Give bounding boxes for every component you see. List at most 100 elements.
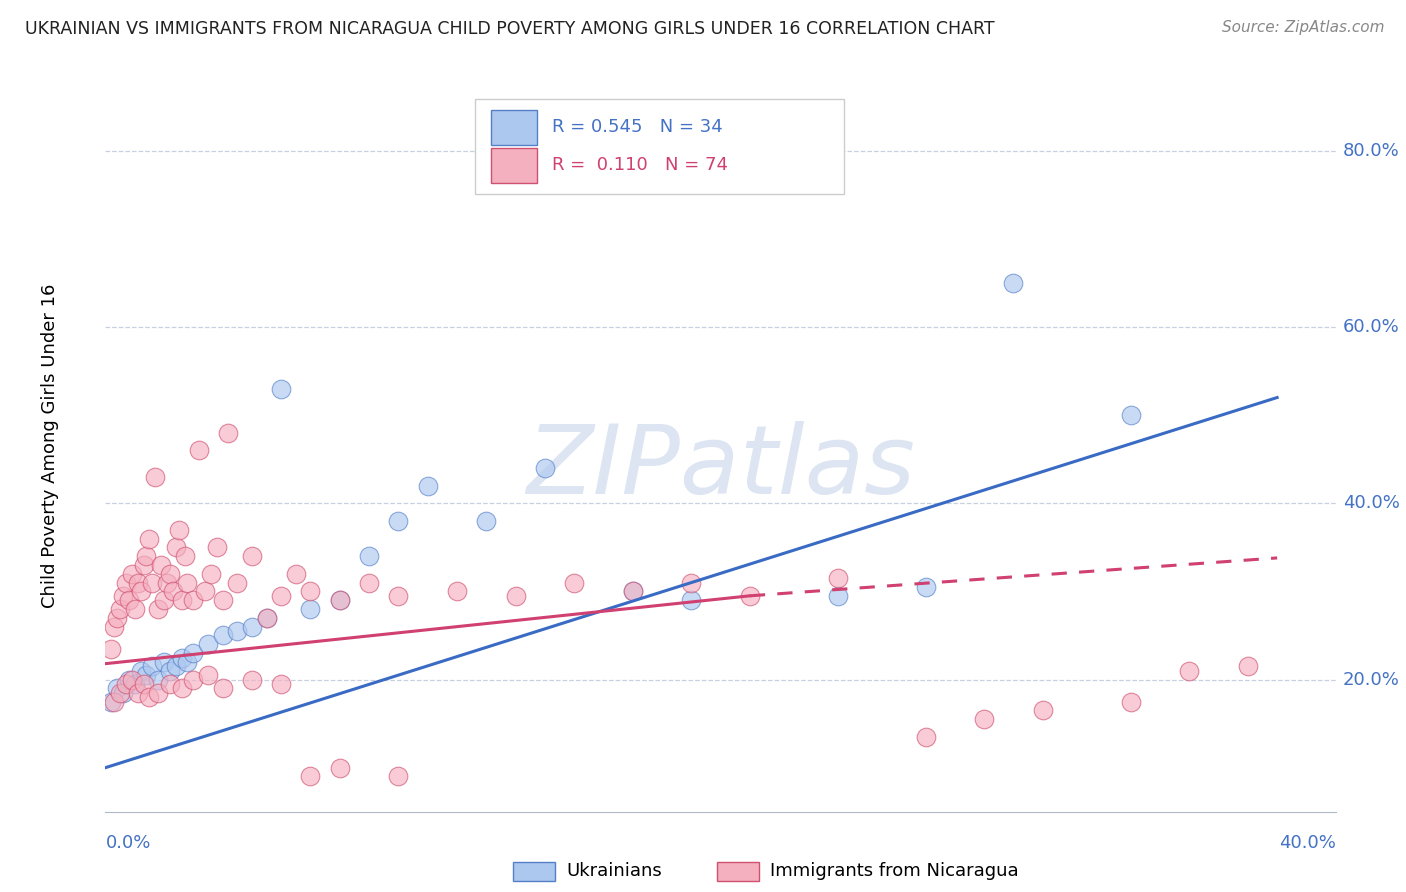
Point bbox=[135, 668, 157, 682]
Point bbox=[112, 589, 135, 603]
Point bbox=[165, 659, 187, 673]
Point bbox=[284, 566, 307, 581]
Point bbox=[148, 673, 170, 687]
Point bbox=[150, 558, 173, 572]
Point bbox=[270, 677, 292, 691]
Point bbox=[738, 589, 761, 603]
Point bbox=[148, 686, 170, 700]
Bar bbox=[491, 147, 537, 183]
Point bbox=[446, 584, 468, 599]
Point bbox=[167, 523, 190, 537]
Point bbox=[141, 659, 163, 673]
Point bbox=[200, 566, 222, 581]
Point bbox=[226, 624, 249, 638]
Point bbox=[197, 668, 219, 682]
Text: 20.0%: 20.0% bbox=[1343, 671, 1400, 689]
Text: Ukrainians: Ukrainians bbox=[567, 863, 662, 880]
Point bbox=[121, 673, 143, 687]
Point bbox=[621, 584, 644, 599]
Point bbox=[127, 686, 149, 700]
Point bbox=[162, 584, 184, 599]
Point bbox=[170, 593, 193, 607]
Text: Immigrants from Nicaragua: Immigrants from Nicaragua bbox=[770, 863, 1019, 880]
Point bbox=[827, 589, 849, 603]
Text: 60.0%: 60.0% bbox=[1343, 318, 1400, 336]
Point bbox=[475, 514, 498, 528]
Point bbox=[127, 575, 149, 590]
Point bbox=[176, 655, 198, 669]
Point bbox=[176, 575, 198, 590]
Point bbox=[159, 566, 181, 581]
Point bbox=[156, 575, 179, 590]
Text: 40.0%: 40.0% bbox=[1279, 834, 1336, 852]
Point bbox=[387, 514, 409, 528]
Point bbox=[533, 461, 555, 475]
Point bbox=[153, 655, 176, 669]
Point bbox=[124, 602, 146, 616]
Point bbox=[240, 620, 263, 634]
Text: UKRAINIAN VS IMMIGRANTS FROM NICARAGUA CHILD POVERTY AMONG GIRLS UNDER 16 CORREL: UKRAINIAN VS IMMIGRANTS FROM NICARAGUA C… bbox=[25, 20, 995, 37]
Point bbox=[299, 584, 322, 599]
Text: 40.0%: 40.0% bbox=[1343, 494, 1400, 512]
Point bbox=[270, 382, 292, 396]
Point bbox=[105, 611, 128, 625]
Point bbox=[1002, 276, 1025, 290]
Point bbox=[170, 681, 193, 696]
Point bbox=[188, 443, 211, 458]
Text: Source: ZipAtlas.com: Source: ZipAtlas.com bbox=[1222, 20, 1385, 35]
Point bbox=[112, 686, 135, 700]
Point bbox=[505, 589, 527, 603]
Point bbox=[108, 686, 131, 700]
Point bbox=[165, 541, 187, 555]
Point bbox=[129, 584, 152, 599]
Point bbox=[416, 478, 439, 492]
Point bbox=[170, 650, 193, 665]
Point bbox=[100, 695, 122, 709]
Point bbox=[329, 593, 352, 607]
Point bbox=[103, 620, 125, 634]
Point bbox=[827, 571, 849, 585]
Point bbox=[621, 584, 644, 599]
Point bbox=[681, 575, 703, 590]
Point bbox=[100, 641, 122, 656]
Point bbox=[183, 593, 205, 607]
FancyBboxPatch shape bbox=[475, 99, 844, 194]
Point bbox=[103, 695, 125, 709]
Point bbox=[387, 589, 409, 603]
Point bbox=[143, 470, 166, 484]
Point bbox=[183, 673, 205, 687]
Point bbox=[159, 677, 181, 691]
Point bbox=[329, 593, 352, 607]
Text: 80.0%: 80.0% bbox=[1343, 142, 1400, 160]
Point bbox=[197, 637, 219, 651]
Point bbox=[1119, 408, 1142, 422]
Point bbox=[357, 575, 380, 590]
Point bbox=[226, 575, 249, 590]
Point bbox=[270, 589, 292, 603]
Point bbox=[256, 611, 278, 625]
Point bbox=[914, 580, 936, 594]
Text: Child Poverty Among Girls Under 16: Child Poverty Among Girls Under 16 bbox=[41, 284, 59, 608]
Point bbox=[153, 593, 176, 607]
Point bbox=[173, 549, 195, 563]
Point bbox=[357, 549, 380, 563]
Text: 0.0%: 0.0% bbox=[105, 834, 150, 852]
Point bbox=[256, 611, 278, 625]
Point bbox=[205, 541, 228, 555]
Point bbox=[211, 681, 233, 696]
Point bbox=[562, 575, 585, 590]
Point bbox=[329, 761, 352, 775]
Point bbox=[148, 602, 170, 616]
Point bbox=[105, 681, 128, 696]
Point bbox=[211, 628, 233, 642]
Point bbox=[132, 677, 155, 691]
Point bbox=[299, 769, 322, 783]
Point bbox=[299, 602, 322, 616]
Bar bbox=[491, 110, 537, 145]
Point bbox=[141, 575, 163, 590]
Point bbox=[124, 677, 146, 691]
Point bbox=[135, 549, 157, 563]
Point bbox=[159, 664, 181, 678]
Point bbox=[118, 673, 141, 687]
Point bbox=[194, 584, 217, 599]
